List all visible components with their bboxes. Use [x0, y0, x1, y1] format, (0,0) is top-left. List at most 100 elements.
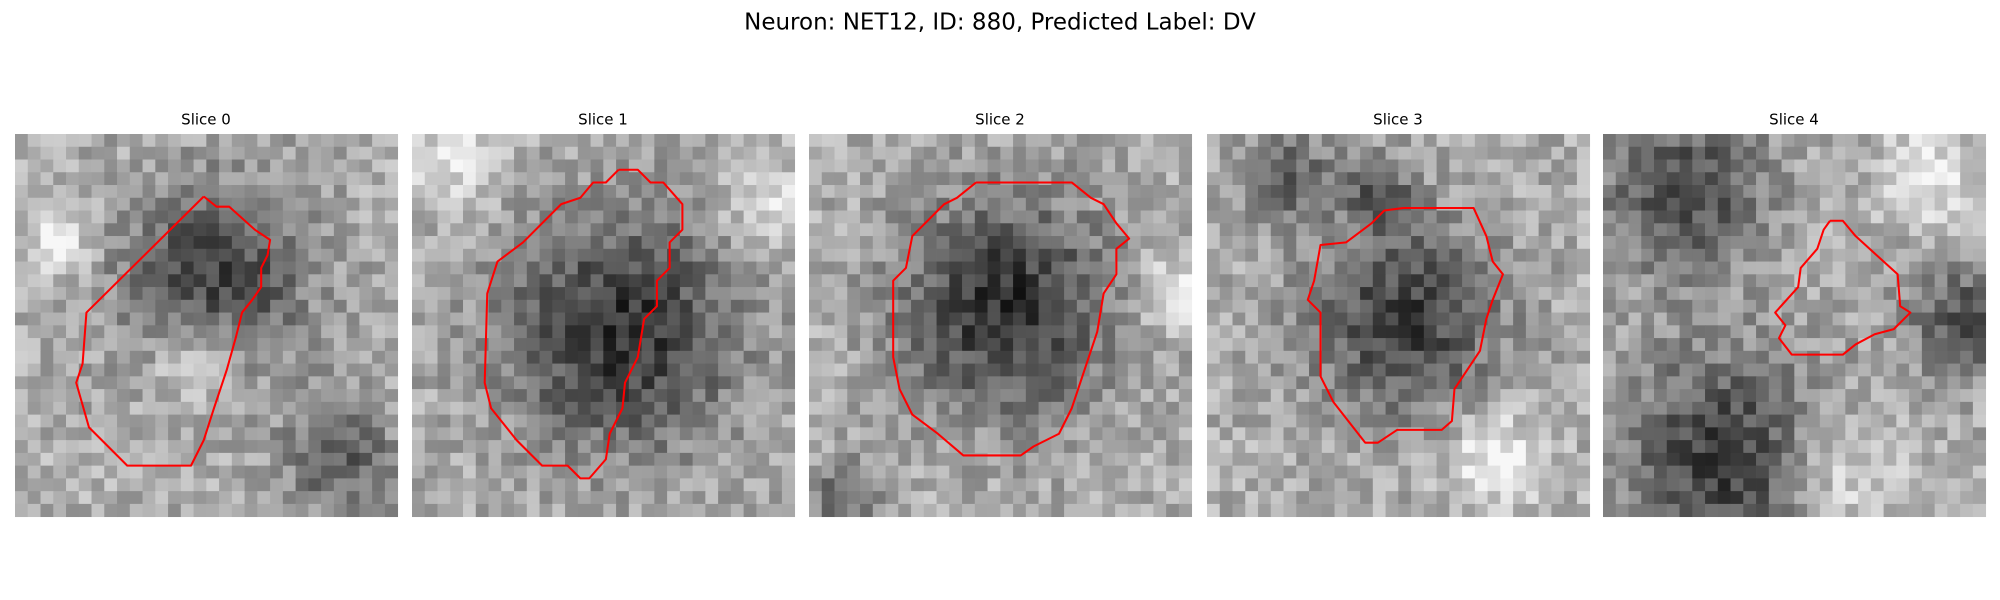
pixel [911, 401, 925, 415]
pixel [412, 350, 426, 364]
pixel [450, 325, 464, 339]
pixel [526, 185, 540, 199]
pixel [193, 427, 207, 441]
pixel [1385, 389, 1399, 403]
pixel [155, 159, 169, 173]
pixel [1576, 274, 1591, 288]
pixel [1178, 299, 1193, 313]
pixel [1934, 134, 1948, 148]
pixel [1398, 350, 1412, 364]
pixel [1270, 389, 1284, 403]
pixel [372, 338, 386, 352]
pixel [180, 185, 194, 199]
pixel [1360, 312, 1374, 326]
pixel [1140, 363, 1154, 377]
panel-title: Slice 4 [1769, 111, 1819, 129]
pixel [860, 185, 874, 199]
pixel [1283, 223, 1297, 237]
pixel [1309, 210, 1323, 224]
pixel [565, 261, 579, 275]
pixel [1038, 363, 1052, 377]
pixel [1076, 274, 1090, 288]
pixel [384, 465, 399, 479]
pixel [1883, 159, 1897, 173]
pixel [628, 261, 642, 275]
pixel [565, 452, 579, 467]
pixel [1127, 312, 1142, 326]
pixel [1654, 287, 1668, 301]
pixel [923, 274, 937, 288]
pixel [412, 401, 426, 415]
pixel [129, 274, 143, 288]
pixel [1436, 376, 1450, 390]
pixel [1178, 248, 1193, 262]
pixel [104, 159, 118, 173]
pixel [206, 236, 220, 250]
pixel [1013, 287, 1027, 301]
pixel [1153, 478, 1167, 492]
pixel [372, 248, 386, 262]
pixel [129, 401, 143, 415]
pixel [577, 503, 591, 518]
pixel [1564, 134, 1578, 148]
pixel [590, 338, 604, 352]
pixel [705, 146, 719, 160]
pixel [1666, 185, 1680, 199]
pixel [1076, 197, 1090, 211]
pixel [27, 440, 41, 454]
pixel [206, 146, 220, 160]
pixel [15, 452, 29, 467]
pixel [1000, 427, 1014, 441]
pixel [1947, 146, 1961, 160]
pixel [1296, 210, 1310, 224]
pixel [372, 312, 386, 326]
pixel [1947, 134, 1961, 148]
pixel [1525, 491, 1540, 505]
pixel [384, 197, 399, 211]
pixel [321, 146, 335, 160]
pixel [53, 389, 67, 403]
pixel [1347, 185, 1361, 199]
pixel [1564, 146, 1578, 160]
pixel [1140, 236, 1154, 250]
pixel [1423, 389, 1437, 403]
pixel [1883, 478, 1897, 492]
pixel [333, 427, 348, 441]
pixel [860, 452, 874, 467]
pixel [1845, 159, 1859, 173]
pixel [1398, 261, 1412, 275]
pixel [552, 491, 566, 505]
pixel [1692, 299, 1706, 313]
pixel [1538, 261, 1552, 275]
pixel [1934, 401, 1948, 415]
pixel [577, 491, 591, 505]
pixel [1000, 338, 1014, 352]
pixel [809, 491, 823, 505]
pixel [552, 299, 566, 313]
pixel [346, 503, 360, 518]
pixel [1207, 338, 1221, 352]
pixel [1807, 172, 1821, 186]
pixel [117, 440, 131, 454]
pixel [1909, 376, 1923, 390]
pixel [641, 210, 655, 224]
pixel [53, 503, 67, 518]
pixel [1679, 159, 1693, 173]
pixel [898, 172, 912, 186]
pixel [552, 248, 566, 262]
pixel [424, 274, 438, 288]
pixel [91, 503, 105, 518]
pixel [1423, 503, 1437, 518]
pixel [1232, 197, 1246, 211]
pixel [1360, 287, 1374, 301]
pixel [1807, 376, 1821, 390]
pixel [1449, 401, 1463, 415]
pixel [1000, 363, 1014, 377]
pixel [1270, 223, 1284, 237]
pixel [911, 452, 925, 467]
pixel [692, 299, 706, 313]
pixel [718, 299, 732, 313]
pixel [384, 299, 399, 313]
pixel [40, 299, 54, 313]
pixel [308, 427, 322, 441]
